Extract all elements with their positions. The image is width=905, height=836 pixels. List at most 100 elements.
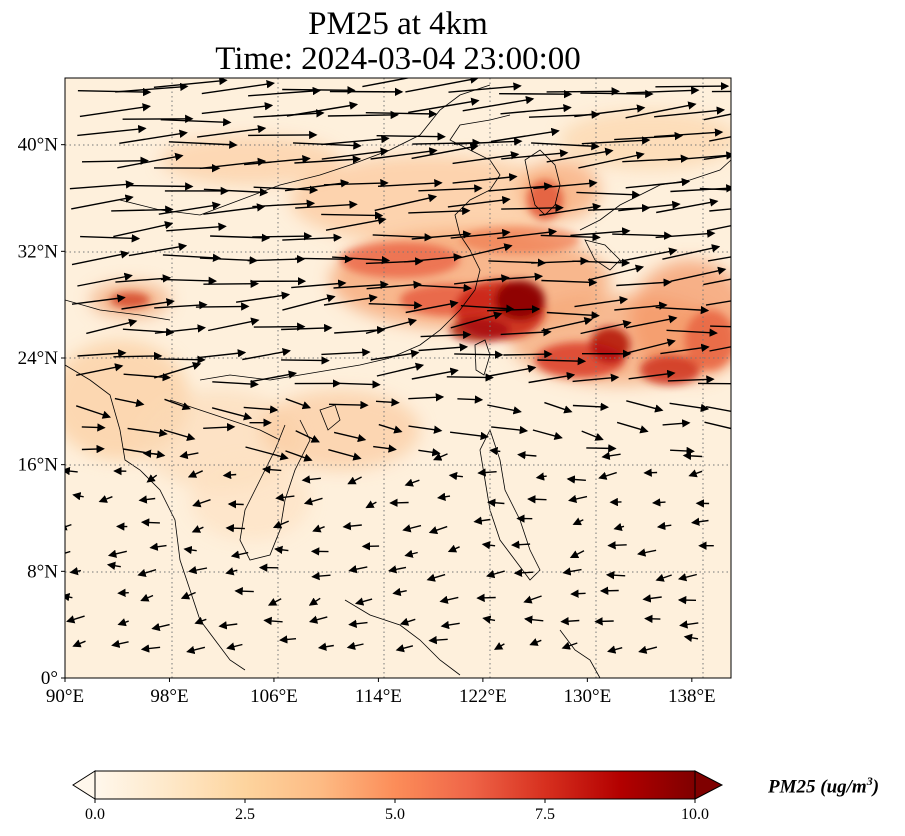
wind-arrow <box>655 81 730 91</box>
wind-arrow <box>570 589 586 598</box>
wind-arrow <box>180 591 196 600</box>
wind-arrow <box>598 471 617 480</box>
wind-arrow <box>282 294 336 311</box>
wind-arrow <box>586 444 617 453</box>
wind-arrow <box>670 446 695 456</box>
wind-arrow <box>418 184 483 193</box>
wind-arrow <box>218 621 238 630</box>
wind-arrow <box>222 470 237 480</box>
wind-arrow <box>328 400 369 410</box>
lon-tick-label: 106°E <box>250 686 298 707</box>
wind-arrow <box>501 203 564 213</box>
wind-arrow <box>262 465 282 474</box>
wind-arrow <box>523 595 542 604</box>
wind-arrow <box>282 86 356 95</box>
wind-arrow <box>128 242 188 257</box>
wind-arrow <box>333 431 367 443</box>
wind-arrow <box>250 370 298 383</box>
wind-arrow <box>699 187 731 191</box>
wind-arrow <box>529 638 542 646</box>
wind-arrow <box>225 523 245 533</box>
wind-arrow <box>614 301 668 311</box>
wind-arrow <box>655 305 710 315</box>
wind-arrow <box>163 429 196 441</box>
wind-arrow <box>245 446 289 461</box>
wind-arrow <box>347 476 362 485</box>
map-title-line1: PM25 at 4km <box>308 6 488 42</box>
wind-arrow <box>570 227 631 237</box>
wind-arrow <box>153 361 202 379</box>
wind-arrow <box>572 258 631 267</box>
wind-arrow <box>188 565 208 575</box>
wind-arrow <box>450 431 489 441</box>
wind-vectors <box>65 78 731 655</box>
wind-arrow <box>81 444 105 454</box>
wind-arrow <box>77 124 147 137</box>
wind-arrow <box>450 228 511 239</box>
wind-arrow <box>644 614 661 624</box>
wind-arrow <box>388 565 407 574</box>
wind-arrow <box>212 379 259 389</box>
wind-arrow <box>707 224 731 232</box>
lon-tick-label: 90°E <box>46 686 84 707</box>
wind-arrow <box>500 103 572 115</box>
wind-arrow <box>476 593 496 603</box>
wind-arrow <box>411 230 472 240</box>
wind-arrow <box>226 642 243 651</box>
wind-arrow <box>447 544 460 553</box>
wind-arrow <box>405 299 459 314</box>
wind-arrow <box>569 550 585 559</box>
wind-arrow <box>616 421 649 434</box>
wind-arrow <box>448 82 522 93</box>
wind-arrow <box>546 311 600 320</box>
wind-arrow <box>682 451 703 461</box>
wind-arrow <box>317 642 334 651</box>
wind-arrow <box>66 615 85 624</box>
wind-arrow <box>162 253 222 262</box>
wind-arrow <box>705 406 731 413</box>
wind-arrow <box>667 375 715 384</box>
wind-arrow <box>493 642 505 650</box>
wind-arrow <box>703 278 731 286</box>
colorbar-tick-label: 0.0 <box>85 806 105 823</box>
wind-arrow <box>546 147 614 163</box>
wind-arrow <box>117 618 129 627</box>
wind-arrow <box>546 87 620 96</box>
wind-arrow <box>242 347 291 361</box>
lat-tick-label: 24°N <box>18 348 59 369</box>
wind-arrow <box>541 278 598 287</box>
wind-arrow <box>186 645 206 655</box>
wind-arrow <box>156 355 206 364</box>
wind-arrow <box>376 132 446 141</box>
wind-arrow <box>594 617 614 626</box>
wind-arrow <box>376 362 425 377</box>
wind-arrow <box>404 478 420 487</box>
wind-arrow <box>179 450 199 460</box>
wind-arrow <box>154 324 206 334</box>
wind-arrow <box>652 498 666 507</box>
wind-arrow <box>457 395 484 404</box>
wind-arrow <box>524 615 544 624</box>
wind-arrow <box>71 294 126 305</box>
wind-arrow <box>253 109 325 118</box>
wind-arrow <box>321 147 389 160</box>
wind-arrow <box>123 372 171 382</box>
wind-arrow <box>191 525 204 533</box>
colorbar-tick-label: 7.5 <box>535 806 555 823</box>
wind-arrow <box>267 598 282 606</box>
wind-arrow <box>503 350 553 359</box>
wind-arrow <box>370 349 420 361</box>
wind-arrow <box>203 203 266 215</box>
wind-arrow <box>247 254 306 264</box>
wind-arrow <box>77 349 127 358</box>
wind-arrow <box>660 343 710 355</box>
wind-arrow <box>378 423 403 434</box>
wind-arrow <box>477 468 497 477</box>
wind-arrow <box>86 318 138 335</box>
wind-arrow <box>402 524 422 533</box>
wind-arrow <box>654 128 724 138</box>
wind-arrow <box>625 177 691 189</box>
wind-arrow <box>210 233 271 242</box>
wind-arrow <box>440 620 460 630</box>
wind-arrow <box>535 472 547 481</box>
